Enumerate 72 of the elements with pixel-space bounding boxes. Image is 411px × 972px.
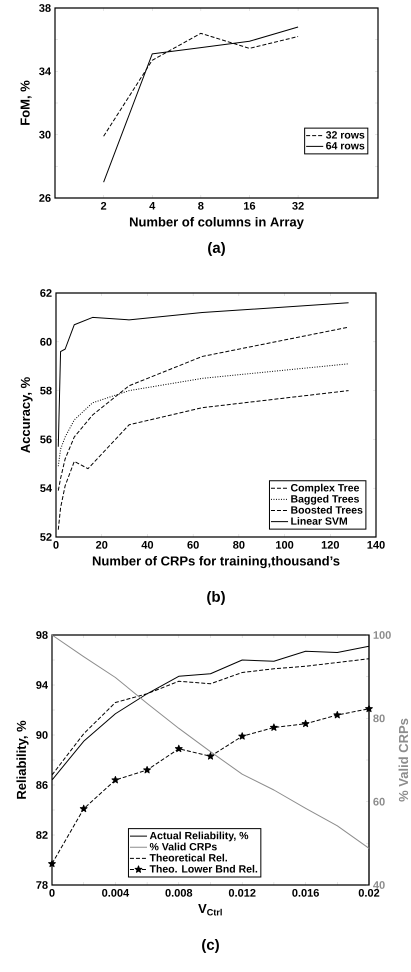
x-axis-title: Number of columns in Array [130, 217, 304, 230]
legend-label: Bagged Trees [291, 494, 359, 505]
x-tick-label: 32 [292, 202, 304, 210]
line-series [102, 26, 298, 183]
y-tick-label: 58 [40, 386, 52, 395]
y-tick-label: 38 [38, 4, 51, 12]
legend-label: 32 rows [326, 131, 364, 139]
legend-label: 64 rows [326, 142, 364, 150]
x-tick-label: 20 [96, 540, 108, 549]
y2-tick-label: 60 [373, 798, 385, 806]
line-series [58, 302, 349, 448]
y-tick-label: 54 [40, 484, 52, 492]
point [80, 804, 88, 812]
y-tick-label: 90 [36, 731, 48, 739]
x-tick-label: 0.008 [165, 888, 192, 897]
y-tick-label: 56 [40, 436, 52, 444]
x-tick-label: 0.012 [228, 888, 256, 897]
y-tick-label: 98 [36, 631, 48, 639]
point [238, 732, 246, 740]
legend-label: % Valid CRPs [150, 842, 217, 850]
x-axis-title: V$_{Ctrl}$ [198, 904, 222, 916]
y-tick-label: 86 [36, 781, 48, 789]
text: (a) [208, 242, 225, 256]
x-tick-label: 120 [322, 540, 339, 549]
text: (b) [206, 590, 225, 605]
point [302, 720, 310, 728]
y-tick-label: 34 [38, 67, 51, 76]
point [143, 766, 151, 774]
x-tick-label: 60 [187, 540, 199, 549]
point [206, 752, 214, 760]
x-axis-title: Number of CRPs for training,thousand’s [92, 556, 340, 568]
point [174, 744, 182, 752]
x-tick-label: 16 [244, 202, 255, 210]
x-tick-label: 0.016 [292, 888, 319, 897]
y-tick-label: 94 [36, 681, 48, 689]
point [48, 860, 56, 868]
legend-label: Boosted Trees [291, 506, 362, 514]
y-tick-label: 60 [40, 338, 52, 346]
x-tick-label: 40 [141, 540, 153, 549]
legend-label: Complex Tree [290, 484, 359, 494]
x-tick-label: 0.004 [102, 888, 129, 897]
x-tick-label: 140 [367, 540, 385, 549]
point [270, 724, 278, 731]
y-tick-label: 30 [38, 130, 50, 139]
y-axis-title: Reliability, % [16, 720, 28, 799]
legend-label: Actual Reliability, % [150, 832, 248, 842]
x-tick-label: 80 [232, 540, 244, 549]
y2-tick-label: 80 [373, 714, 385, 722]
y2-tick-label: 40 [372, 881, 385, 889]
y-axis-title: FoM, % [20, 80, 32, 125]
point [111, 776, 120, 784]
x-tick-label: 0 [49, 888, 54, 897]
legend-label: Theoretical Rel. [149, 854, 227, 862]
y2-tick-label: 100 [373, 631, 391, 639]
legend-label: Theo. Lower Bnd Rel. [149, 864, 257, 873]
legend-label: Linear SVM [291, 517, 347, 525]
x-tick-label: 100 [276, 540, 294, 549]
y-tick-label: 62 [40, 289, 52, 297]
line-series [51, 634, 370, 849]
y-tick-label: 78 [36, 881, 48, 889]
y-tick-label: 82 [36, 831, 48, 839]
x-tick-label: 2 [100, 202, 106, 210]
y2-axis-title: % Valid CRPs [398, 718, 408, 802]
y-axis-title: Accuracy, % [20, 377, 32, 453]
point [333, 711, 341, 718]
text: (c) [202, 938, 219, 953]
x-tick-label: 0.02 [358, 888, 380, 897]
x-tick-label: 4 [149, 202, 156, 210]
x-tick-label: 0 [53, 540, 58, 549]
y-tick-label: 26 [39, 194, 50, 202]
y-tick-label: 52 [40, 533, 52, 541]
x-tick-label: 8 [198, 202, 204, 210]
